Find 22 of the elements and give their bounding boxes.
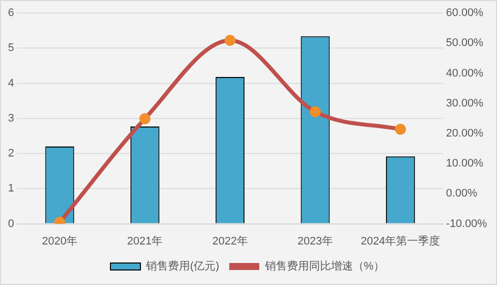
legend-label: 销售费用(亿元) <box>144 260 220 273</box>
x-tick-label: 2020年 <box>42 235 78 248</box>
legend-label: 销售费用同比增速（%） <box>264 260 385 273</box>
x-tick-label: 2022年 <box>212 235 248 248</box>
y-tick-label: 5 <box>8 42 14 54</box>
y-tick-label: 1 <box>8 182 14 195</box>
y2-tick-label: -10.00% <box>446 218 488 230</box>
x-tick-label: 2021年 <box>127 235 163 248</box>
y2-tick-label: 10.00% <box>446 158 484 170</box>
x-tick-label: 2023年 <box>298 235 333 248</box>
y2-tick-label: 40.00% <box>446 67 484 80</box>
y2-tick-label: 0.00% <box>446 188 478 200</box>
y-tick-label: 3 <box>8 112 14 124</box>
y-tick-label: 4 <box>8 77 14 90</box>
y2-tick-label: 30.00% <box>446 97 484 110</box>
y2-tick-label: 20.00% <box>446 127 484 140</box>
x-tick-label: 2024年第一季度 <box>360 234 440 248</box>
y2-tick-label: 50.00% <box>446 37 484 50</box>
y-tick-label: 6 <box>8 7 14 20</box>
y-tick-label: 2 <box>8 148 14 160</box>
y-tick-label: 0 <box>8 218 14 230</box>
y2-tick-label: 60.00% <box>446 7 484 20</box>
